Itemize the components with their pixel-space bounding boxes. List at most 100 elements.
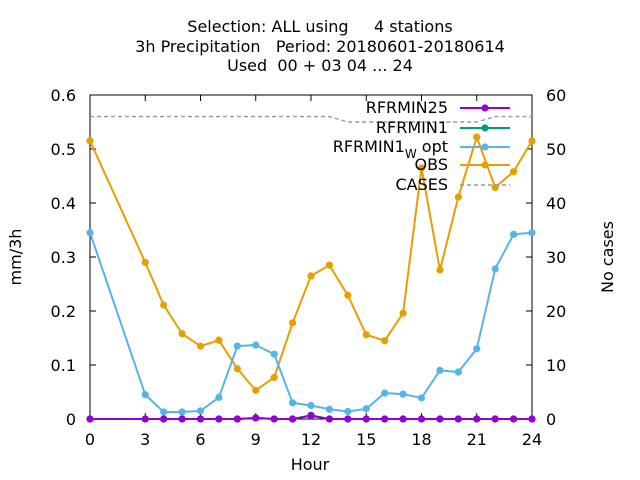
legend-label: RFRMIN1 xyxy=(376,118,448,137)
data-point xyxy=(160,408,168,416)
data-point xyxy=(288,399,297,407)
x-tick-label: 21 xyxy=(467,430,487,449)
data-point xyxy=(491,415,499,423)
series-line xyxy=(89,231,533,413)
data-point xyxy=(196,407,205,415)
data-point xyxy=(528,137,536,145)
data-point xyxy=(344,291,352,299)
data-point xyxy=(307,412,315,420)
data-point xyxy=(473,345,481,353)
x-tick-label: 24 xyxy=(522,430,542,449)
data-point xyxy=(196,415,205,423)
data-point xyxy=(178,330,186,338)
y-tick-label: 0.3 xyxy=(51,248,76,267)
legend-label: RFRMIN25 xyxy=(366,98,448,117)
data-point xyxy=(491,265,499,273)
data-point xyxy=(436,415,444,423)
data-point xyxy=(270,415,278,423)
data-point xyxy=(417,164,426,172)
data-point xyxy=(160,415,168,423)
data-point xyxy=(252,414,260,422)
legend-marker xyxy=(481,161,489,169)
data-point xyxy=(307,401,315,410)
data-point xyxy=(325,405,334,413)
x-tick-label: 9 xyxy=(251,430,261,449)
data-point xyxy=(288,319,297,327)
data-point xyxy=(86,415,94,423)
y2-tick-label: 0 xyxy=(546,410,556,429)
series-layer xyxy=(86,115,536,423)
data-point xyxy=(381,337,389,345)
data-point xyxy=(362,405,370,413)
data-point xyxy=(270,350,278,358)
data-point xyxy=(509,415,518,423)
data-point xyxy=(233,415,241,423)
data-point xyxy=(381,415,389,423)
data-point xyxy=(288,415,297,423)
data-point xyxy=(344,407,352,416)
data-point xyxy=(141,391,149,399)
data-point xyxy=(270,373,278,382)
y-tick-label: 0.2 xyxy=(51,302,76,321)
data-point xyxy=(417,415,426,423)
data-point xyxy=(399,309,407,317)
y2-tick-label: 40 xyxy=(546,194,566,213)
chart-title-line-3: Used 00 + 03 04 ... 24 xyxy=(227,56,413,75)
x-tick-label: 0 xyxy=(85,430,95,449)
data-point xyxy=(252,386,260,394)
series-line xyxy=(89,133,533,392)
legend-marker xyxy=(481,124,489,132)
data-point xyxy=(196,342,205,350)
x-tick-label: 18 xyxy=(411,430,431,449)
data-point xyxy=(436,366,444,374)
y2-tick-label: 20 xyxy=(546,302,566,321)
y2-tick-label: 50 xyxy=(546,140,566,159)
data-point xyxy=(454,193,462,201)
data-point xyxy=(215,393,223,401)
data-point xyxy=(141,258,149,266)
data-point xyxy=(417,394,426,402)
data-point xyxy=(215,415,223,423)
y2-tick-label: 60 xyxy=(546,86,566,105)
data-point xyxy=(362,415,370,423)
legend-marker xyxy=(481,104,489,112)
legend-label: CASES xyxy=(395,175,448,194)
chart-title-line-1: Selection: ALL using 4 stations xyxy=(187,17,453,36)
data-point xyxy=(454,415,462,423)
legend-label: OBS xyxy=(415,155,448,174)
data-point xyxy=(141,415,149,423)
data-point xyxy=(473,133,481,141)
data-point xyxy=(252,341,260,349)
data-point xyxy=(509,230,518,238)
data-point xyxy=(215,336,223,344)
data-point xyxy=(325,261,334,269)
y2-axis-label: No cases xyxy=(598,221,617,293)
y-tick-label: 0 xyxy=(66,410,76,429)
data-point xyxy=(86,137,94,145)
data-point xyxy=(233,342,241,350)
plot-frame xyxy=(89,94,533,420)
x-tick-label: 6 xyxy=(195,430,205,449)
y2-tick-label: 30 xyxy=(546,248,566,267)
data-point xyxy=(528,415,536,423)
axes-layer: 0 3 6 9 12 15 18 21 2400.10.20.30.40.50.60102030… xyxy=(51,86,567,449)
x-tick-label: 15 xyxy=(356,430,376,449)
x-tick-label: 12 xyxy=(301,430,321,449)
data-point xyxy=(399,415,407,423)
data-point xyxy=(178,415,186,423)
legend-marker xyxy=(481,143,489,151)
y-tick-label: 0.4 xyxy=(51,194,76,213)
data-point xyxy=(86,229,94,237)
x-tick-label: 3 xyxy=(140,430,150,449)
data-point xyxy=(178,408,186,416)
chart-title-line-2: 3h Precipitation Period: 20180601-201806… xyxy=(135,37,505,56)
y-tick-label: 0.6 xyxy=(51,86,76,105)
data-point xyxy=(233,365,241,373)
data-point xyxy=(325,415,334,423)
data-point xyxy=(160,301,168,309)
x-axis-label: Hour xyxy=(291,455,330,474)
y-tick-label: 0.5 xyxy=(51,140,76,159)
series-line xyxy=(90,115,532,123)
